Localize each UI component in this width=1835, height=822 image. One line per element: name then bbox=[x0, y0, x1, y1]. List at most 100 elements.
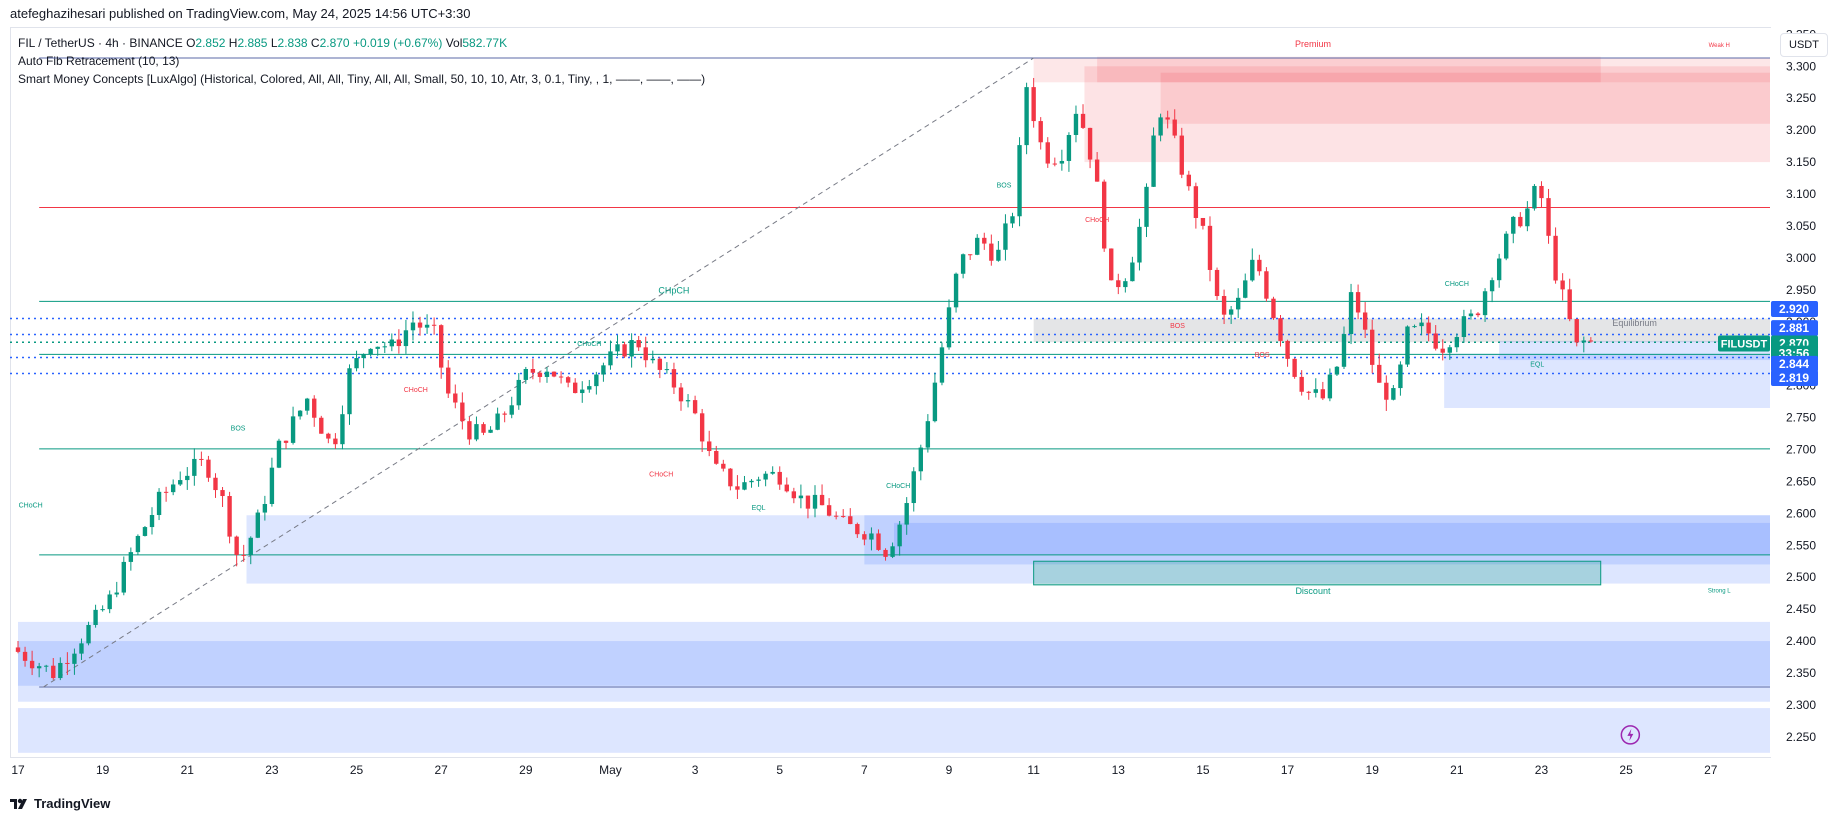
candle-body bbox=[671, 369, 677, 388]
zone-supply-2 bbox=[1160, 72, 1770, 124]
price-badge-label: 2.920 bbox=[1779, 302, 1809, 316]
zone-demand-8 bbox=[864, 515, 1770, 565]
candle-body bbox=[594, 374, 599, 387]
symbol-badge-label: FILUSDT bbox=[1721, 338, 1768, 350]
candle-body bbox=[1588, 340, 1594, 342]
candle-body bbox=[770, 471, 775, 474]
candle-body bbox=[1496, 258, 1502, 281]
structure-label: Discount bbox=[1295, 586, 1331, 596]
zone-demand-9 bbox=[894, 522, 1770, 555]
zone-demand-6 bbox=[1499, 340, 1770, 361]
ohlc-row: FIL / TetherUS · 4h · BINANCE O2.852 H2.… bbox=[18, 34, 705, 52]
candle-body bbox=[841, 515, 846, 517]
candle-body bbox=[178, 480, 183, 485]
candle-body bbox=[185, 475, 190, 481]
x-axis-tick-label: 25 bbox=[1619, 763, 1633, 777]
candle-body bbox=[1080, 113, 1086, 128]
candle-body bbox=[1144, 186, 1149, 227]
y-axis-tick-label: 3.300 bbox=[1786, 59, 1816, 73]
price-badge bbox=[1771, 300, 1818, 317]
candle-body bbox=[58, 662, 63, 679]
candle-body bbox=[114, 592, 119, 595]
candle-body bbox=[1109, 248, 1114, 281]
candle-body bbox=[361, 354, 366, 359]
candle-body bbox=[213, 477, 218, 491]
candle-body bbox=[1292, 358, 1297, 377]
candle-body bbox=[1567, 289, 1572, 320]
candle-body bbox=[1250, 259, 1255, 281]
candle-body bbox=[495, 413, 500, 430]
candle-body bbox=[982, 237, 987, 244]
candle-body bbox=[290, 416, 296, 443]
candle-body bbox=[960, 254, 966, 274]
candle-body bbox=[742, 482, 747, 490]
symbol-title[interactable]: FIL / TetherUS · 4h · BINANCE bbox=[18, 36, 183, 50]
zone-demand-12 bbox=[18, 641, 1770, 686]
candle-body bbox=[227, 496, 232, 537]
candle-body bbox=[1370, 329, 1375, 365]
candle-body bbox=[51, 665, 56, 679]
structure-label: BOS bbox=[997, 183, 1012, 190]
candle-body bbox=[587, 386, 592, 390]
structure-label: CHoCH bbox=[19, 503, 43, 510]
chart-pane[interactable] bbox=[10, 27, 1771, 758]
candle-body bbox=[297, 410, 303, 417]
candle-body bbox=[1045, 142, 1050, 164]
candle-body bbox=[1228, 309, 1234, 315]
candle-body bbox=[714, 450, 719, 464]
candle-body bbox=[424, 324, 430, 328]
candle-body bbox=[692, 400, 698, 414]
tradingview-logo[interactable]: TradingView bbox=[10, 796, 110, 811]
y-axis-tick-label: 2.400 bbox=[1786, 634, 1816, 648]
candle-body bbox=[1186, 174, 1192, 187]
candle-body bbox=[86, 624, 91, 644]
price-badge bbox=[1771, 369, 1818, 386]
candle-body bbox=[1539, 185, 1544, 199]
zone-label: Equilibrium bbox=[1612, 318, 1657, 328]
candle-body bbox=[1461, 316, 1467, 338]
candle-body bbox=[93, 609, 98, 625]
candle-body bbox=[474, 424, 479, 440]
candle-body bbox=[989, 243, 994, 261]
candle-body bbox=[403, 330, 409, 347]
candle-body bbox=[326, 433, 331, 439]
candle-body bbox=[29, 660, 35, 669]
open-label: O bbox=[186, 36, 196, 50]
structure-label: CHoCH bbox=[649, 471, 673, 478]
candle-body bbox=[798, 495, 804, 499]
candle-body bbox=[1130, 262, 1135, 282]
candle-body bbox=[1489, 280, 1495, 292]
currency-button[interactable]: USDT bbox=[1780, 33, 1828, 57]
candle-body bbox=[1101, 181, 1107, 249]
candle-body bbox=[410, 322, 416, 331]
candle-body bbox=[939, 347, 945, 383]
indicator-smc[interactable]: Smart Money Concepts [LuxAlgo] (Historic… bbox=[18, 72, 706, 86]
y-axis-tick-label: 3.100 bbox=[1786, 187, 1816, 201]
candle-body bbox=[488, 429, 493, 433]
candle-body bbox=[396, 339, 402, 347]
y-axis-tick-label: 3.050 bbox=[1786, 219, 1816, 233]
candle-body bbox=[1341, 334, 1347, 367]
candle-body bbox=[1320, 389, 1326, 399]
candle-body bbox=[1581, 340, 1586, 343]
candle-body bbox=[1200, 217, 1206, 226]
candle-body bbox=[121, 561, 126, 593]
candle-body bbox=[1426, 322, 1431, 334]
candle-body bbox=[1419, 322, 1424, 327]
candle-body bbox=[883, 549, 888, 557]
candle-body bbox=[1398, 364, 1403, 389]
change-value: +0.019 (+0.67%) bbox=[352, 36, 443, 50]
x-axis-tick-label: 13 bbox=[1112, 763, 1126, 777]
candle-body bbox=[192, 458, 197, 476]
candle-body bbox=[1532, 185, 1537, 209]
plot-area: CHoCH BOS CHpCH CHoCH CHoCH CHoCH EQL CHoCH BOS C… bbox=[10, 39, 1770, 753]
indicator-fib[interactable]: Auto Fib Retracement (10, 13) bbox=[18, 54, 180, 68]
x-axis-tick-label: 17 bbox=[11, 763, 25, 777]
candle-body bbox=[283, 440, 289, 443]
candle-body bbox=[1094, 159, 1100, 182]
candle-body bbox=[1087, 127, 1093, 160]
candle-body bbox=[1243, 280, 1248, 298]
zone-demand-7 bbox=[246, 515, 1770, 584]
zone-equilibrium-4 bbox=[1033, 318, 1770, 343]
